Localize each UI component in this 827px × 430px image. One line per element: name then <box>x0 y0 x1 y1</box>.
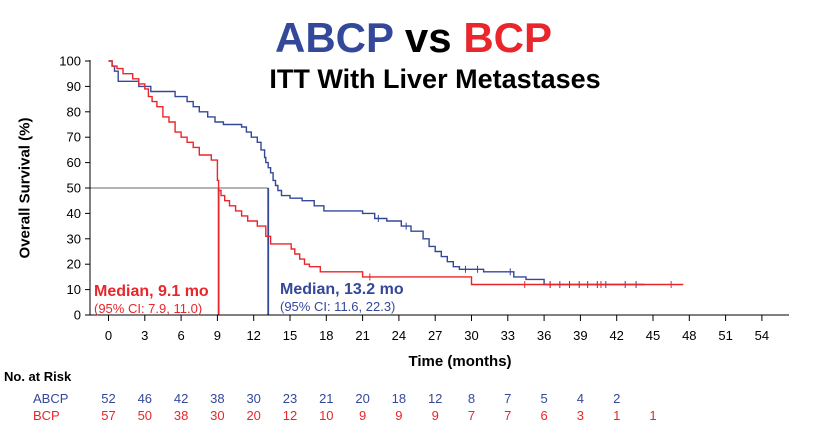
risk-count-bcp: 1 <box>649 408 656 423</box>
risk-count-bcp: 9 <box>432 408 439 423</box>
risk-count-bcp: 10 <box>319 408 333 423</box>
risk-count-abcp: 42 <box>174 391 188 406</box>
risk-count-bcp: 50 <box>138 408 152 423</box>
x-tick-label: 12 <box>246 328 260 343</box>
risk-count-bcp: 7 <box>504 408 511 423</box>
risk-count-abcp: 20 <box>355 391 369 406</box>
risk-count-abcp: 52 <box>101 391 115 406</box>
risk-count-abcp: 46 <box>138 391 152 406</box>
risk-count-abcp: 7 <box>504 391 511 406</box>
risk-count-bcp: 20 <box>246 408 260 423</box>
x-tick-label: 27 <box>428 328 442 343</box>
median-abcp-ci: (95% CI: 11.6, 22.3) <box>280 299 396 314</box>
risk-row-label-bcp: BCP <box>33 408 60 423</box>
km-curve-abcp <box>108 60 645 286</box>
risk-count-abcp: 8 <box>468 391 475 406</box>
risk-count-abcp: 5 <box>540 391 547 406</box>
risk-count-abcp: 30 <box>246 391 260 406</box>
risk-table-title: No. at Risk <box>4 369 72 384</box>
x-tick-label: 36 <box>537 328 551 343</box>
y-tick-label: 50 <box>67 181 81 196</box>
risk-count-bcp: 9 <box>359 408 366 423</box>
y-tick-label: 30 <box>67 231 81 246</box>
median-bcp-text: Median, 9.1 mo <box>94 283 209 300</box>
y-tick-label: 80 <box>67 104 81 119</box>
risk-count-abcp: 21 <box>319 391 333 406</box>
risk-count-bcp: 57 <box>101 408 115 423</box>
risk-count-abcp: 2 <box>613 391 620 406</box>
x-tick-label: 45 <box>646 328 660 343</box>
risk-count-bcp: 7 <box>468 408 475 423</box>
x-axis-label: Time (months) <box>408 353 512 370</box>
y-tick-label: 0 <box>74 308 81 323</box>
y-tick-label: 90 <box>67 79 81 94</box>
risk-count-bcp: 30 <box>210 408 224 423</box>
median-bcp-ci: (95% CI: 7.9, 11.0) <box>94 301 203 316</box>
x-tick-label: 48 <box>682 328 696 343</box>
x-tick-label: 51 <box>718 328 732 343</box>
risk-count-abcp: 18 <box>392 391 406 406</box>
x-tick-label: 24 <box>392 328 406 343</box>
risk-count-abcp: 23 <box>283 391 297 406</box>
risk-count-bcp: 1 <box>613 408 620 423</box>
x-tick-label: 6 <box>177 328 184 343</box>
y-tick-label: 60 <box>67 155 81 170</box>
x-tick-label: 21 <box>355 328 369 343</box>
x-tick-label: 18 <box>319 328 333 343</box>
chart-subtitle: ITT With Liver Metastases <box>269 64 601 94</box>
x-tick-label: 30 <box>464 328 478 343</box>
x-tick-label: 0 <box>105 328 112 343</box>
y-tick-label: 70 <box>67 130 81 145</box>
y-axis-label: Overall Survival (%) <box>16 117 34 259</box>
x-tick-label: 33 <box>501 328 515 343</box>
x-tick-label: 39 <box>573 328 587 343</box>
risk-count-abcp: 38 <box>210 391 224 406</box>
risk-count-bcp: 3 <box>577 408 584 423</box>
risk-count-bcp: 12 <box>283 408 297 423</box>
risk-count-abcp: 12 <box>428 391 442 406</box>
km-curve-bcp <box>108 60 684 286</box>
median-annotation-bcp: Median, 9.1 mo (95% CI: 7.9, 11.0) <box>94 283 209 316</box>
chart-title: ABCP vs BCP <box>0 14 827 62</box>
x-tick-label: 42 <box>609 328 623 343</box>
title-abcp: ABCP <box>275 14 394 61</box>
median-annotation-abcp: Median, 13.2 mo (95% CI: 11.6, 22.3) <box>280 281 404 314</box>
y-tick-label: 40 <box>67 206 81 221</box>
y-tick-label: 100 <box>59 54 81 69</box>
title-vs: vs <box>404 14 452 61</box>
risk-row-label-abcp: ABCP <box>33 391 69 406</box>
y-axis-label-box: Overall Survival (%) <box>14 88 36 288</box>
x-tick-label: 9 <box>214 328 221 343</box>
x-tick-label: 15 <box>283 328 297 343</box>
risk-count-bcp: 38 <box>174 408 188 423</box>
risk-count-abcp: 4 <box>577 391 584 406</box>
title-bcp: BCP <box>463 14 552 61</box>
y-tick-label: 10 <box>67 282 81 297</box>
y-tick-label: 20 <box>67 257 81 272</box>
median-abcp-text: Median, 13.2 mo <box>280 281 404 298</box>
x-tick-label: 3 <box>141 328 148 343</box>
risk-count-bcp: 6 <box>540 408 547 423</box>
risk-count-bcp: 9 <box>395 408 402 423</box>
x-tick-label: 54 <box>755 328 769 343</box>
